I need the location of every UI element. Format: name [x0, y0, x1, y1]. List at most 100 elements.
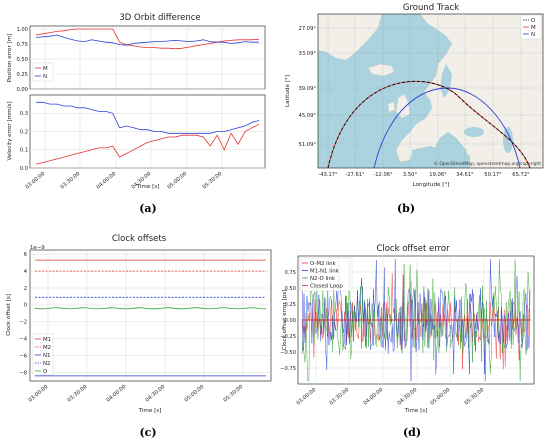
ytick-label: 0.50: [284, 286, 296, 292]
panel-c-exponent: 1e−9: [30, 245, 45, 251]
ytick-label: 0.1: [20, 148, 28, 154]
ytick-label: −0.50: [280, 350, 296, 356]
lon-tick-label: 3.50°: [403, 172, 418, 178]
panel-b-title: Ground Track: [403, 3, 459, 13]
lon-tick-label: 34.61°: [456, 172, 474, 178]
panel-d-xticks: 03:00:00 03:30:00 04:00:00 04:30:00 05:00:00…: [296, 387, 486, 407]
legend-label: N2-O link: [310, 276, 336, 282]
legend-label-m-map: M: [531, 25, 536, 31]
series-line-o: [34, 307, 267, 310]
panel-c-title: Clock offsets: [112, 234, 167, 244]
ytick-label: 0.00: [16, 87, 28, 93]
panel-a-title: 3D Orbit difference: [119, 13, 200, 23]
ytick-label: −0.75: [280, 366, 296, 372]
lat-tick-label: 45.09°: [299, 113, 317, 119]
panel-b-xlabel: Longitude [°]: [413, 182, 450, 188]
legend-label: M1-N1 link: [310, 269, 340, 275]
ytick-label: −6: [19, 353, 27, 359]
map-area: © OpenStreetMap; openstreetmap.org/copyr…: [318, 14, 543, 168]
ytick-label: 0.3: [20, 111, 28, 117]
panel-a-top-yticks: 0.00 0.25 0.50 0.75 1.00: [16, 27, 28, 93]
legend-label: O-M2 link: [310, 261, 337, 267]
panel-b: Ground Track: [285, 3, 544, 215]
ytick-label: −4: [19, 337, 27, 343]
legend-box: [32, 333, 54, 376]
panel-a: 3D Orbit difference 0.00 0.25 0.50 0.75 1.00…: [7, 13, 266, 215]
ytick-label: −8: [19, 370, 27, 376]
legend-label: M1: [43, 337, 51, 343]
ytick-label: 1.00: [16, 27, 28, 33]
legend-label: M2: [43, 345, 51, 351]
panel-a-top-ylabel: Position error [m]: [7, 34, 13, 83]
panel-c-ylabel: Clock offset [s]: [6, 294, 12, 336]
panel-a-bottom-grid: [30, 95, 265, 169]
ytick-label: 0.25: [284, 302, 296, 308]
panel-b-legend: O M N: [520, 14, 542, 40]
panel-c-lines: [34, 259, 267, 377]
panel-a-xlabel: Time [s]: [136, 184, 160, 190]
legend-label: Closed Loop: [310, 284, 343, 290]
panel-d: Clock offset error 0.75 0.50 0.25 0.00 −0.25…: [280, 244, 535, 439]
series-line-m: [35, 123, 260, 165]
panel-c-xlabel: Time [s]: [138, 408, 162, 414]
panel-c-grid: [30, 250, 271, 381]
lat-tick-label: 51.09°: [299, 142, 317, 148]
ytick-label: 6: [24, 252, 27, 258]
panel-c-xticks: 03:00:00 03:30:00 04:00:00 04:30:00 05:00:00…: [28, 384, 245, 404]
xtick-label: 05:00:00: [184, 384, 206, 404]
panel-a-top-grid: [30, 26, 265, 90]
series-line-n: [36, 101, 260, 134]
xtick-label: 03:00:00: [296, 387, 318, 407]
panel-a-top-legend: M N: [32, 62, 54, 82]
xtick-label: 04:30:00: [397, 387, 419, 407]
lon-tick-label: 19.06°: [429, 172, 447, 178]
xtick-label: 04:00:00: [363, 387, 385, 407]
xtick-label: 05:00:00: [430, 387, 452, 407]
map-attribution: © OpenStreetMap; openstreetmap.org/copyr…: [434, 160, 542, 167]
panel-b-frame: [317, 13, 544, 169]
panel-c-frame: [29, 249, 272, 382]
xtick-label: 04:00:00: [96, 171, 118, 191]
series-line-m: [35, 28, 260, 50]
xtick-label: 03:30:00: [67, 384, 89, 404]
panel-a-bottom-ylabel: Velocity error [mm/s]: [7, 101, 13, 160]
ytick-label: 4: [24, 269, 28, 275]
track-o: [327, 80, 531, 168]
ytick-label: 2: [24, 286, 27, 292]
map-land-greenland: [318, 14, 383, 61]
map-gridlines: [318, 14, 543, 168]
legend-label: N1: [43, 353, 50, 359]
legend-label: N2: [43, 361, 50, 367]
series-line-link-n2o: [301, 259, 531, 382]
panel-b-yticks: 27.09° 33.09° 39.09° 45.09° 51.09°: [299, 26, 317, 148]
legend-label: O: [43, 369, 47, 375]
xtick-label: 03:30:00: [60, 171, 82, 191]
panel-b-ylabel: Latitude [°]: [285, 75, 291, 107]
legend-label-o: O: [531, 18, 535, 24]
panel-c-legend: M1 M2 N1 N2 O: [32, 333, 54, 376]
lat-tick-label: 27.09°: [299, 26, 317, 32]
ytick-label: 0.00: [284, 318, 296, 324]
xtick-label: 03:00:00: [28, 384, 50, 404]
caption-a: (a): [139, 202, 157, 215]
ytick-label: 0.2: [20, 129, 28, 135]
xtick-label: 04:00:00: [106, 384, 128, 404]
panel-a-bottom-yticks: 0.0 0.1 0.2 0.3: [20, 111, 28, 172]
panel-c: Clock offsets 1e−9 6 4 2 0 −2 −4 −6 −8 03:00:00…: [6, 234, 272, 439]
panel-d-lines: [301, 259, 531, 382]
lon-tick-label: -12.06°: [373, 172, 393, 178]
lat-tick-label: 33.09°: [299, 51, 317, 57]
xtick-label: 03:00:00: [25, 171, 47, 191]
series-line-n: [35, 34, 259, 46]
lat-tick-label: 39.09°: [299, 86, 317, 92]
ytick-label: 0.75: [284, 270, 296, 276]
lon-tick-label: -43.17°: [318, 172, 338, 178]
caption-c: (c): [139, 426, 156, 439]
xtick-label: 03:30:00: [329, 387, 351, 407]
xtick-label: 05:00:00: [167, 171, 189, 191]
legend-box: [299, 257, 353, 292]
panel-c-yticks: 6 4 2 0 −2 −4 −6 −8: [19, 252, 27, 376]
xtick-label: 04:30:00: [145, 384, 167, 404]
ytick-label: −0.25: [280, 334, 296, 340]
